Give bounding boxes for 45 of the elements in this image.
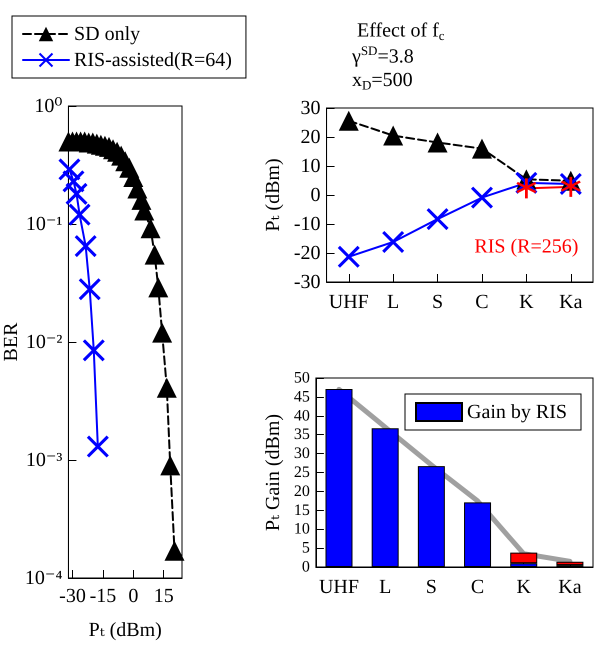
legend-label: RIS-assisted(R=64) <box>74 49 232 71</box>
x-tick-label: UHF <box>328 291 369 313</box>
y-tick-label: 30 <box>294 445 310 462</box>
y-tick-label: 15 <box>294 502 310 519</box>
y-tick-label: 10⁰ <box>34 95 62 117</box>
y-tick-label: 50 <box>294 370 310 386</box>
y-tick-label: 40 <box>294 407 310 424</box>
series-label: RIS (R=256) <box>474 235 578 258</box>
y-tick-label: 10 <box>300 155 321 177</box>
x-tick-label: C <box>470 576 484 598</box>
x-tick-label: 0 <box>128 585 138 607</box>
y-tick-label: 20 <box>294 482 310 500</box>
x-tick-label: UHF <box>318 576 359 598</box>
y-tick-label: 30 <box>300 97 321 119</box>
y-tick-label: -30 <box>294 271 321 293</box>
x-axis-title: Pₜ (dBm) <box>88 619 162 641</box>
y-tick-label: -10 <box>294 213 321 235</box>
y-axis-title: Pₜ (dBm) <box>262 158 284 232</box>
x-tick-label: L <box>379 576 392 598</box>
x-tick-label: -15 <box>90 585 116 607</box>
y-axis-title: BER <box>0 322 22 362</box>
x-tick-label: C <box>475 291 489 313</box>
y-tick-label: 25 <box>294 464 310 481</box>
y-tick-label: 10⁻¹ <box>26 213 62 235</box>
y-axis-title: Pₜ Gain (dBm) <box>262 414 284 532</box>
y-tick-label: 10 <box>294 520 310 538</box>
x-tick-label: 15 <box>154 585 174 607</box>
legend-label: Gain by RIS <box>467 401 567 423</box>
y-tick-label: 0 <box>302 558 310 576</box>
y-tick-label: 10⁻³ <box>26 449 62 471</box>
x-tick-label: Ka <box>558 576 582 598</box>
y-tick-label: 35 <box>294 426 310 444</box>
y-tick-label: 0 <box>310 184 321 206</box>
x-tick-label: S <box>432 291 444 313</box>
y-tick-label: 5 <box>302 540 310 557</box>
y-tick-label: 20 <box>300 126 321 148</box>
x-tick-label: Ka <box>559 291 583 313</box>
x-tick-label: K <box>516 576 532 598</box>
x-tick-label: L <box>387 291 400 313</box>
y-tick-label: 10⁻² <box>26 331 62 353</box>
x-tick-label: K <box>519 291 534 313</box>
y-tick-label: 45 <box>294 388 310 406</box>
legend-label: SD only <box>74 23 140 45</box>
x-tick-label: S <box>426 576 437 598</box>
y-tick-label: -20 <box>294 242 321 264</box>
